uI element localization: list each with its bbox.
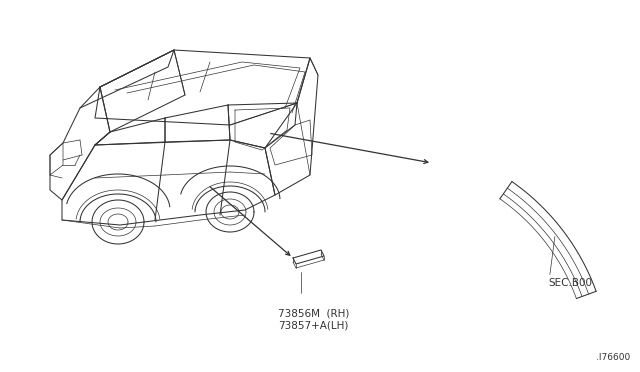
Text: SEC.B00: SEC.B00: [548, 278, 592, 288]
Text: 73856M  (RH): 73856M (RH): [278, 308, 349, 318]
Text: .I76600: .I76600: [596, 353, 630, 362]
Text: 73857+A(LH): 73857+A(LH): [278, 320, 348, 330]
